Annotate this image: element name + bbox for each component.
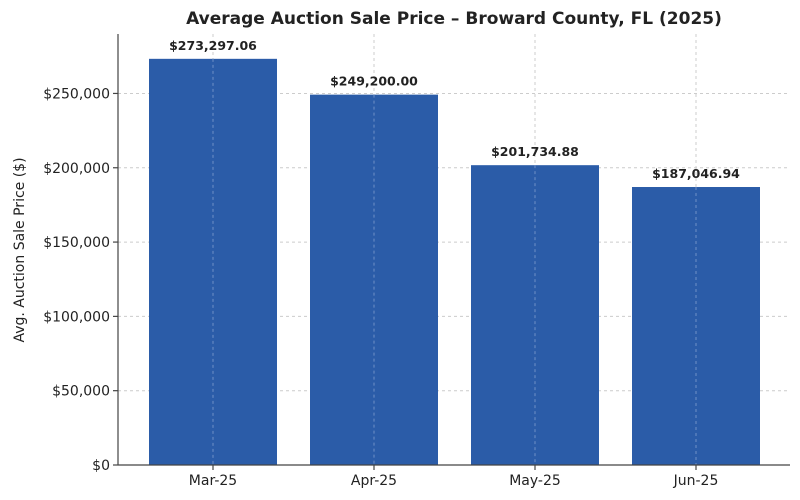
y-tick-label: $250,000 [43,86,110,102]
x-tick-label: Jun-25 [673,473,719,489]
labels: $0 $50,000 $100,000 $150,000 $200,000 $250,00… [43,38,740,489]
y-tick-label: $0 [92,458,110,474]
bar-data-label: $249,200.00 [330,74,418,89]
bars [149,58,760,465]
x-tick-label: Mar-25 [189,473,237,489]
y-tick-label: $200,000 [43,161,110,177]
y-tick-label: $150,000 [43,235,110,251]
x-tick-label: Apr-25 [351,473,397,489]
bar-data-label: $187,046.94 [652,166,740,181]
y-axis-label: Avg. Auction Sale Price ($) [12,157,28,342]
x-tick-label: May-25 [509,473,561,489]
bar-data-label: $273,297.06 [169,38,257,53]
chart-title: Average Auction Sale Price – Broward Cou… [186,9,722,29]
bar-data-label: $201,734.88 [491,144,579,159]
y-tick-label: $50,000 [52,384,110,400]
y-tick-label: $100,000 [43,309,110,325]
axes [113,34,790,470]
